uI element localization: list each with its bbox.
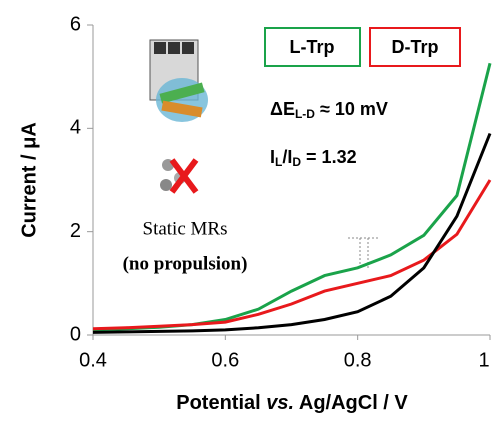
inset-text: Static MRs (143, 218, 228, 239)
text-part: I (270, 147, 275, 167)
annotation: IL/ID = 1.32 (270, 147, 357, 169)
dotted-arrows (348, 237, 380, 268)
x-tick-label: 0.6 (211, 349, 239, 371)
x-tick-label: 0.4 (79, 349, 107, 371)
inset-text: (no propulsion) (123, 253, 248, 274)
line (92, 132, 492, 334)
subscript: L-D (295, 107, 315, 121)
micro-rocket (161, 100, 203, 118)
micro-rocket (159, 82, 205, 104)
text-part: Potential (176, 392, 266, 414)
text-part: /I (282, 147, 292, 167)
electrode-pad (168, 42, 180, 54)
y-axis-label: Current / μA (18, 122, 40, 238)
text-part: vs. (266, 392, 294, 414)
electrode-pad (154, 42, 166, 54)
y-tick-label: 0 (70, 323, 81, 345)
x-tick-label: 1 (478, 349, 489, 371)
y-tick-label: 4 (70, 117, 81, 139)
legend-label: L-Trp (290, 37, 335, 57)
text-part: = 1.32 (301, 147, 357, 167)
line (92, 179, 492, 331)
x-tick-label: 0.8 (344, 349, 372, 371)
annotation: ΔEL-D ≈ 10 mV (270, 99, 388, 121)
text-part: ≈ 10 mV (315, 99, 388, 119)
illustration (149, 39, 208, 194)
subscript: L (275, 155, 282, 169)
text-part: ΔE (270, 99, 295, 119)
cross-mark (169, 158, 199, 194)
arrow (348, 237, 380, 268)
y-tick-label: 2 (70, 220, 81, 242)
legend-label: D-Trp (392, 37, 439, 57)
legend-box (369, 27, 461, 67)
electrode-pad (182, 42, 194, 54)
subscript: D (292, 155, 301, 169)
x-axis-label: Potential vs. Ag/AgCl / V (176, 392, 408, 414)
legend-box (264, 27, 361, 67)
y-tick-label: 6 (70, 13, 81, 35)
particle (160, 179, 172, 191)
text-part: Ag/AgCl / V (294, 392, 408, 414)
